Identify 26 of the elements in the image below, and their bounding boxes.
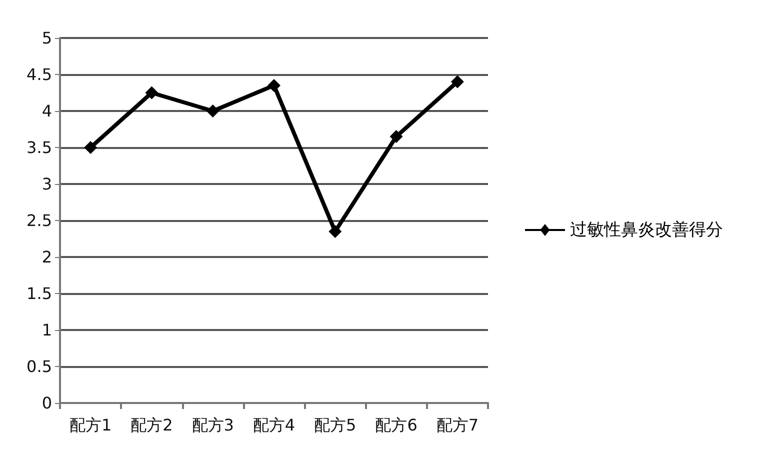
- y-tick-label: 1: [42, 320, 52, 340]
- point: [450, 75, 464, 88]
- x-tick-label: 配方5: [314, 416, 356, 434]
- point: [145, 86, 158, 100]
- point: [328, 224, 342, 238]
- point: [390, 130, 403, 144]
- legend-label: 过敏性鼻炎改善得分: [570, 220, 723, 240]
- y-tick-label: 5: [42, 28, 52, 48]
- y-tick-label: 0: [42, 394, 52, 412]
- y-tick-label: 1.5: [26, 284, 52, 303]
- x-tick-label: 配方6: [375, 416, 418, 434]
- y-tick-label: 4.5: [26, 65, 52, 84]
- y-tick-label: 2.5: [26, 211, 52, 230]
- x-tick-label: 配方1: [69, 416, 112, 434]
- y-tick-label: 0.5: [26, 357, 52, 376]
- y-tick-label: 3.5: [26, 138, 52, 157]
- y-tick-label: 2: [42, 248, 52, 266]
- point: [84, 141, 98, 154]
- point: [206, 104, 220, 118]
- x-tick-label: 配方7: [436, 416, 479, 434]
- y-tick-label: 3: [42, 174, 52, 194]
- point: [268, 78, 280, 92]
- x-tick-label: 配方2: [130, 416, 173, 434]
- x-tick-label: 配方4: [252, 416, 296, 434]
- x-tick-label: 配方3: [192, 416, 234, 434]
- y-tick-label: 4: [42, 102, 52, 120]
